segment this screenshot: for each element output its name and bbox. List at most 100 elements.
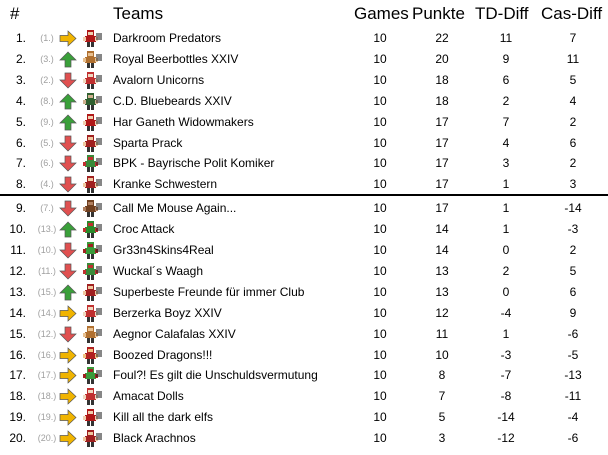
header-games: Games — [354, 4, 409, 23]
td-diff-cell: -7 — [500, 368, 512, 383]
arrow-right-icon — [59, 304, 77, 322]
games-cell: 10 — [373, 222, 387, 237]
pirate-player-icon — [81, 92, 105, 111]
previous-rank: (5.) — [40, 137, 54, 148]
arrow-up-icon — [59, 114, 77, 131]
previous-rank: (19.) — [37, 412, 57, 423]
td-diff-cell: 1 — [502, 201, 510, 216]
games-cell: 10 — [373, 177, 387, 192]
arrow-down-icon — [59, 176, 77, 193]
orc-player-icon — [81, 262, 105, 281]
td-diff-cell: 1 — [502, 177, 510, 192]
td-diff-cell: -14 — [497, 410, 515, 425]
table-row: 6. (5.) Sparta Prack 10 17 4 6 — [0, 133, 608, 154]
team-name[interactable]: Sparta Prack — [113, 135, 183, 150]
rank-cell: 14. — [9, 305, 26, 320]
team-name[interactable]: Foul?! Es gilt die Unschuldsvermutung — [113, 368, 318, 383]
rank-cell: 5. — [15, 114, 26, 129]
team-name[interactable]: Superbeste Freunde für immer Club — [113, 284, 305, 299]
red-skull-helmet-icon — [81, 408, 105, 427]
table-row: 13. (15.) Superbeste Freunde für immer Clu… — [0, 282, 608, 303]
td-diff-cell: 3 — [502, 156, 510, 171]
td-diff-cell: 6 — [502, 72, 510, 87]
red-skull-helmet-icon — [81, 113, 105, 132]
td-diff-cell: 9 — [502, 51, 510, 66]
team-name[interactable]: Kill all the dark elfs — [113, 410, 214, 425]
previous-rank: (10.) — [37, 245, 57, 255]
ratman-player-icon — [81, 199, 105, 218]
previous-rank: (20.) — [37, 433, 57, 444]
team-name[interactable]: C.D. Bluebeards XXIV — [113, 93, 232, 108]
points-cell: 12 — [435, 305, 449, 320]
team-name[interactable]: Avalorn Unicorns — [113, 72, 205, 87]
games-cell: 10 — [373, 347, 387, 362]
team-name[interactable]: Amacat Dolls — [113, 389, 184, 404]
games-cell: 10 — [373, 93, 387, 108]
red-skull-helmet-icon — [81, 29, 105, 48]
table-row: 15. (12.) Aegnor Calafalas XXIV 10 11 1 -6 — [0, 324, 608, 345]
team-name[interactable]: Har Ganeth Widowmakers — [113, 114, 254, 129]
table-row: 19. (19.) Kill all the dark elfs 10 5 -14 -4 — [0, 407, 608, 428]
arrow-up-icon — [59, 51, 77, 68]
team-name[interactable]: Aegnor Calafalas XXIV — [113, 326, 236, 341]
games-cell: 10 — [373, 72, 387, 87]
cas-diff-cell: 2 — [569, 114, 577, 129]
lizard-player-icon — [81, 220, 105, 239]
arrow-down-icon — [59, 242, 77, 259]
cas-diff-cell: -14 — [564, 201, 582, 216]
goblin-player-icon — [81, 366, 105, 385]
games-cell: 10 — [373, 263, 387, 278]
arrow-down-icon — [59, 135, 77, 152]
team-name[interactable]: Black Arachnos — [113, 431, 196, 446]
team-name[interactable]: Croc Attack — [113, 222, 175, 237]
cas-diff-cell: -3 — [567, 222, 579, 237]
rank-cell: 9. — [15, 201, 26, 216]
team-name[interactable]: BPK - Bayrische Polit Komiker — [113, 156, 275, 171]
games-cell: 10 — [373, 389, 387, 404]
points-cell: 3 — [438, 431, 446, 446]
games-cell: 10 — [373, 243, 387, 257]
cas-diff-cell: -13 — [564, 368, 582, 383]
points-cell: 18 — [435, 93, 449, 108]
td-diff-cell: 2 — [502, 93, 510, 108]
points-cell: 17 — [435, 177, 449, 192]
human-player-icon — [81, 175, 105, 194]
games-cell: 10 — [373, 114, 387, 129]
dragon-player-icon — [81, 346, 105, 365]
points-cell: 17 — [435, 135, 449, 150]
team-name[interactable]: Darkroom Predators — [113, 31, 222, 45]
games-cell: 10 — [373, 284, 387, 299]
td-diff-cell: -4 — [500, 305, 512, 320]
arrow-down-icon — [59, 326, 77, 343]
rank-cell: 10. — [9, 222, 26, 237]
cas-diff-cell: 11 — [566, 51, 580, 66]
cas-diff-cell: 2 — [569, 243, 577, 257]
previous-rank: (8.) — [40, 95, 54, 106]
team-name[interactable]: Gr33n4Skins4Real — [113, 243, 214, 257]
team-name[interactable]: Kranke Schwestern — [113, 177, 218, 192]
previous-rank: (7.) — [40, 203, 54, 214]
team-name[interactable]: Royal Beerbottles XXIV — [113, 51, 239, 66]
rank-cell: 3. — [15, 72, 26, 87]
orc-player-icon — [81, 154, 105, 173]
cas-diff-cell: 9 — [569, 305, 577, 320]
arrow-up-icon — [59, 93, 77, 110]
team-name[interactable]: Berzerka Boyz XXIV — [113, 305, 222, 320]
team-name[interactable]: Wuckal´s Waagh — [113, 263, 204, 278]
team-name[interactable]: Boozed Dragons!!! — [113, 347, 213, 362]
td-diff-cell: -12 — [497, 431, 515, 446]
games-cell: 10 — [373, 305, 387, 320]
points-cell: 13 — [435, 263, 449, 278]
rank-cell: 1. — [15, 31, 26, 45]
td-diff-cell: 0 — [502, 284, 510, 299]
cas-diff-cell: 6 — [569, 135, 577, 150]
arrow-down-icon — [59, 155, 77, 172]
games-cell: 10 — [373, 431, 387, 446]
cas-diff-cell: -4 — [567, 410, 579, 425]
arrow-up-icon — [59, 221, 77, 238]
rank-cell: 7. — [15, 156, 26, 171]
team-name[interactable]: Call Me Mouse Again... — [113, 201, 237, 216]
points-cell: 17 — [435, 201, 449, 216]
cas-diff-cell: 5 — [569, 72, 577, 87]
previous-rank: (2.) — [40, 74, 54, 85]
